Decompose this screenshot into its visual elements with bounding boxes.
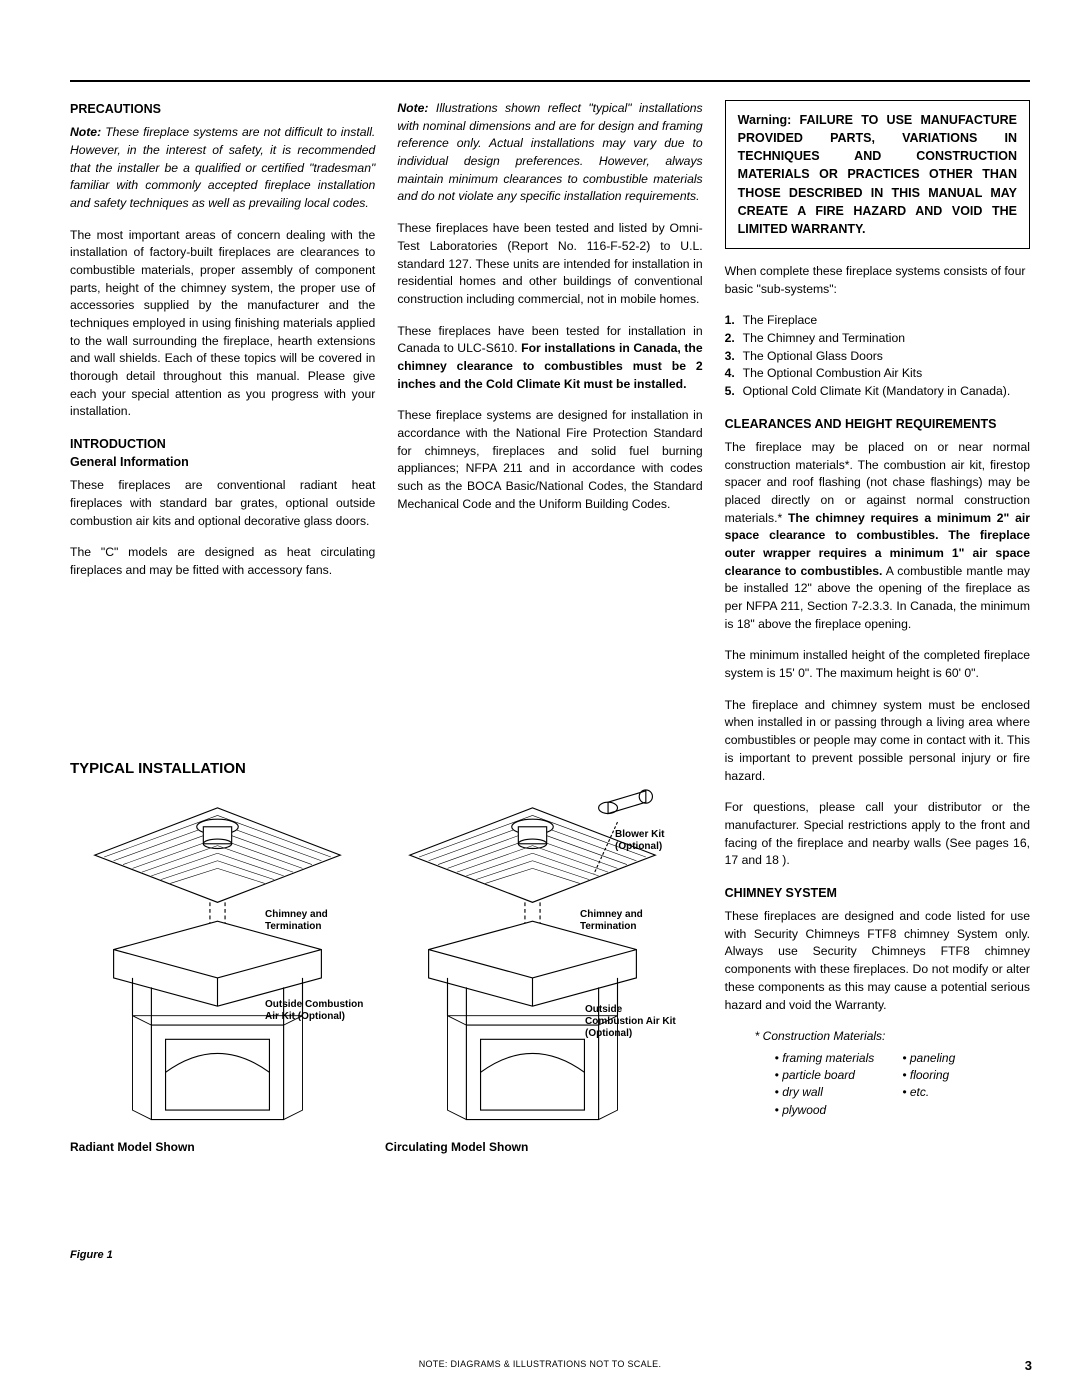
mat-b1: paneling: [902, 1050, 1030, 1067]
chimney-p: These fireplaces are designed and code l…: [725, 908, 1030, 1014]
clearances-p5: For questions, please call your distribu…: [725, 799, 1030, 870]
col2-p2: These fireplaces have been tested and li…: [397, 220, 702, 308]
radiant-svg: [70, 789, 365, 1129]
mat-a3: dry wall: [775, 1084, 903, 1101]
mat-list: framing materials particle board dry wal…: [755, 1050, 1030, 1120]
clearances-p4: The fireplace and chimney system must be…: [725, 697, 1030, 785]
typical-heading: TYPICAL INSTALLATION: [70, 760, 680, 777]
mat-col-a: framing materials particle board dry wal…: [775, 1050, 903, 1120]
warning-box: Warning: FAILURE TO USE MANUFACTURE PROV…: [725, 100, 1030, 249]
mat-a1: framing materials: [775, 1050, 903, 1067]
li-3: The Optional Glass Doors: [743, 348, 883, 366]
intro-p3: These fireplaces are conventional radian…: [70, 477, 375, 530]
clearances-heading: CLEARANCES AND HEIGHT REQUIREMENTS: [725, 415, 1030, 433]
li-5: Optional Cold Climate Kit (Mandatory in …: [743, 383, 1011, 401]
blower-label: Blower Kit (Optional): [615, 829, 685, 853]
precautions-p2: The most important areas of concern deal…: [70, 227, 375, 422]
col2-p4: These fireplace systems are designed for…: [397, 407, 702, 513]
geninfo-text: General Information: [70, 455, 189, 469]
top-rule: [70, 80, 1030, 82]
diagram-area: Chimney and Termination Outside Combusti…: [70, 789, 680, 1229]
li-1: The Fireplace: [743, 312, 818, 330]
airkit-label-2: Outside Combustion Air Kit (Optional): [585, 1004, 680, 1040]
radiant-model-label: Radiant Model Shown: [70, 1140, 365, 1154]
list-item: 3.The Optional Glass Doors: [725, 348, 1030, 366]
clearances-p1: The fireplace may be placed on or near n…: [725, 439, 1030, 634]
mat-a2: particle board: [775, 1067, 903, 1084]
chimney-label: Chimney and Termination: [265, 909, 365, 933]
note-body: These fireplace systems are not difficul…: [70, 125, 375, 210]
figure-label: Figure 1: [70, 1249, 680, 1261]
column-3: Warning: FAILURE TO USE MANUFACTURE PROV…: [725, 100, 1030, 1119]
airkit-label: Outside Combustion Air Kit (Optional): [265, 999, 365, 1023]
col2-note: Note: Illustrations shown reflect "typic…: [397, 100, 702, 206]
list-item: 1.The Fireplace: [725, 312, 1030, 330]
subsystems-intro: When complete these fireplace systems co…: [725, 263, 1030, 298]
precautions-heading: PRECAUTIONS: [70, 100, 375, 118]
mat-col-b: paneling flooring etc.: [902, 1050, 1030, 1120]
li-4: The Optional Combustion Air Kits: [743, 365, 923, 383]
footer-note: NOTE: DIAGRAMS & ILLUSTRATIONS NOT TO SC…: [0, 1359, 1080, 1369]
note-body-2: Illustrations shown reflect "typical" in…: [397, 101, 702, 203]
precautions-note: Note: These fireplace systems are not di…: [70, 124, 375, 212]
list-item: 2.The Chimney and Termination: [725, 330, 1030, 348]
chimney-label-2: Chimney and Termination: [580, 909, 680, 933]
mat-title: * Construction Materials:: [755, 1028, 1030, 1045]
materials-block: * Construction Materials: framing materi…: [725, 1028, 1030, 1119]
page-number: 3: [1025, 1358, 1032, 1373]
mat-b2: flooring: [902, 1067, 1030, 1084]
list-item: 5.Optional Cold Climate Kit (Mandatory i…: [725, 383, 1030, 401]
note-prefix-2: Note:: [397, 101, 428, 115]
chimney-heading: CHIMNEY SYSTEM: [725, 884, 1030, 902]
typical-installation-block: TYPICAL INSTALLATION: [70, 740, 680, 1261]
clearances-p3: The minimum installed height of the comp…: [725, 647, 1030, 682]
radiant-diagram: Chimney and Termination Outside Combusti…: [70, 789, 365, 1229]
circulating-model-label: Circulating Model Shown: [385, 1140, 680, 1154]
mat-a4: plywood: [775, 1102, 903, 1119]
note-prefix: Note:: [70, 125, 101, 139]
subsystems-list: 1.The Fireplace 2.The Chimney and Termin…: [725, 312, 1030, 400]
intro-text: INTRODUCTION: [70, 437, 166, 451]
intro-heading: INTRODUCTION General Information: [70, 435, 375, 471]
mat-b3: etc.: [902, 1084, 1030, 1101]
intro-p4: The "C" models are designed as heat circ…: [70, 544, 375, 579]
list-item: 4.The Optional Combustion Air Kits: [725, 365, 1030, 383]
circulating-diagram: Blower Kit (Optional) Chimney and Termin…: [385, 789, 680, 1229]
col2-p3: These fireplaces have been tested for in…: [397, 323, 702, 394]
li-2: The Chimney and Termination: [743, 330, 905, 348]
